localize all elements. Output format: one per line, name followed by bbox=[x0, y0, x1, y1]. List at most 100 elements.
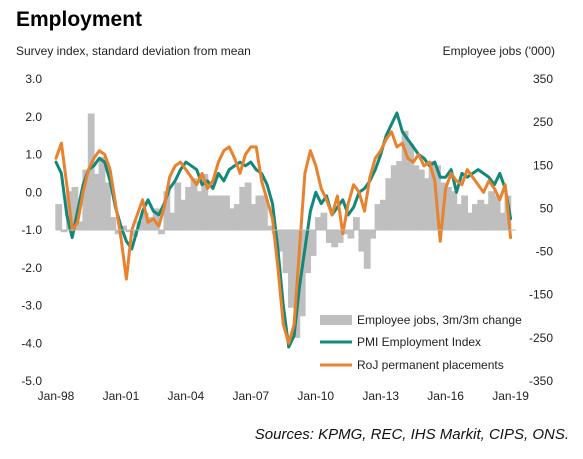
bar-employee-jobs bbox=[266, 225, 274, 230]
left-y-ticks: 3.0 2.0 1.0 0.0 -1.0 -2.0 -3.0 -4.0 -5.0 bbox=[21, 72, 42, 388]
bar-employee-jobs bbox=[55, 204, 63, 230]
bar-employee-jobs bbox=[228, 208, 236, 230]
bar-employee-jobs bbox=[315, 217, 322, 230]
bar-employee-jobs bbox=[120, 225, 127, 230]
y2-tick-label: -350 bbox=[529, 374, 553, 388]
bar-employee-jobs bbox=[412, 165, 420, 230]
bar-employee-jobs bbox=[104, 182, 111, 230]
bar-employee-jobs bbox=[114, 230, 122, 235]
legend-label: PMI Employment Index bbox=[357, 335, 481, 349]
legend-label: RoJ permanent placements bbox=[357, 358, 504, 372]
bar-employee-jobs bbox=[244, 182, 252, 230]
bar-employee-jobs bbox=[353, 217, 360, 230]
x-tick-label: Jan-07 bbox=[232, 389, 269, 403]
bar-employee-jobs bbox=[304, 230, 311, 274]
y2-tick-label: 350 bbox=[533, 72, 553, 86]
bar-employee-jobs bbox=[277, 230, 284, 252]
y-tick-label: -3.0 bbox=[21, 299, 42, 313]
bar-employee-jobs bbox=[374, 204, 382, 230]
bar-employee-jobs bbox=[369, 230, 376, 239]
y-tick-label: -2.0 bbox=[21, 261, 42, 275]
y-tick-label: 0.0 bbox=[25, 185, 42, 199]
bar-employee-jobs bbox=[380, 199, 387, 230]
bar-employee-jobs bbox=[385, 178, 393, 230]
x-tick-label: Jan-19 bbox=[492, 389, 529, 403]
chart-title: Employment bbox=[16, 8, 143, 31]
y2-tick-label: -250 bbox=[529, 331, 553, 345]
legend: Employee jobs, 3m/3m change PMI Employmen… bbox=[320, 313, 522, 372]
bar-employee-jobs bbox=[190, 178, 198, 230]
bar-employee-jobs bbox=[455, 204, 463, 230]
bar-employee-jobs bbox=[239, 186, 247, 230]
bar-employee-jobs bbox=[250, 204, 257, 230]
bar-employee-jobs bbox=[342, 230, 349, 235]
bar-employee-jobs bbox=[358, 230, 366, 252]
bar-employee-jobs bbox=[288, 230, 295, 308]
bar-employee-jobs bbox=[141, 212, 149, 230]
bar-employee-jobs bbox=[223, 195, 230, 230]
right-y-ticks: 350 250 150 50 -50 -150 -250 -350 bbox=[529, 72, 553, 388]
bar-employee-jobs bbox=[131, 230, 138, 237]
y2-tick-label: 150 bbox=[533, 158, 553, 172]
bar-employee-jobs bbox=[152, 208, 160, 230]
source-note: Sources: KPMG, REC, IHS Markit, CIPS, ON… bbox=[254, 426, 569, 443]
x-tick-label: Jan-13 bbox=[362, 389, 399, 403]
bar-employee-jobs bbox=[158, 230, 165, 235]
bar-employee-jobs bbox=[233, 204, 241, 230]
bar-employee-jobs bbox=[109, 217, 117, 230]
legend-label: Employee jobs, 3m/3m change bbox=[357, 313, 522, 327]
bar-employee-jobs bbox=[407, 143, 414, 230]
bar-employee-jobs bbox=[325, 230, 333, 243]
bar-employee-jobs bbox=[336, 230, 344, 243]
bar-employee-jobs bbox=[461, 195, 468, 230]
bar-employee-jobs bbox=[169, 212, 176, 230]
bar-employee-jobs bbox=[282, 230, 290, 274]
x-tick-label: Jan-10 bbox=[297, 389, 334, 403]
bar-employee-jobs bbox=[466, 212, 474, 230]
bar-employee-jobs bbox=[93, 173, 100, 230]
bar-employee-jobs bbox=[261, 195, 268, 230]
bar-employee-jobs bbox=[174, 182, 182, 230]
y2-tick-label: 250 bbox=[533, 115, 553, 129]
bar-employee-jobs bbox=[396, 161, 403, 230]
bar-employee-jobs bbox=[320, 212, 328, 230]
bar-employee-jobs bbox=[331, 230, 339, 248]
bar-employee-jobs bbox=[179, 199, 187, 230]
bar-employee-jobs bbox=[147, 217, 155, 230]
bar-employee-jobs bbox=[363, 230, 371, 269]
x-tick-label: Jan-16 bbox=[427, 389, 464, 403]
bar-employee-jobs bbox=[196, 191, 203, 230]
bar-employee-jobs bbox=[77, 221, 84, 230]
bar-employee-jobs bbox=[82, 169, 90, 230]
bar-employee-jobs bbox=[493, 195, 501, 230]
bar-employee-jobs bbox=[488, 191, 495, 230]
y2-tick-label: 50 bbox=[540, 201, 554, 215]
bar-employee-jobs bbox=[428, 161, 436, 230]
y-tick-label: -1.0 bbox=[21, 223, 42, 237]
bar-employee-jobs bbox=[499, 212, 506, 230]
bar-employee-jobs bbox=[217, 195, 225, 230]
y-tick-label: -4.0 bbox=[21, 336, 42, 350]
x-tick-label: Jan-01 bbox=[103, 389, 140, 403]
bar-employee-jobs bbox=[212, 195, 219, 230]
bar-employee-jobs bbox=[71, 186, 79, 230]
y2-tick-label: -150 bbox=[529, 288, 553, 302]
bar-employee-jobs bbox=[472, 204, 479, 230]
bar-employee-jobs bbox=[482, 204, 490, 230]
bar-employee-jobs bbox=[401, 130, 409, 230]
bar-employee-jobs bbox=[450, 191, 458, 230]
legend-swatch bbox=[320, 315, 352, 325]
line-pmi-employment-index bbox=[54, 111, 513, 349]
bar-employee-jobs bbox=[309, 230, 317, 256]
bar-employee-jobs bbox=[390, 165, 398, 230]
bar-employee-jobs bbox=[445, 186, 452, 230]
bar-employee-jobs bbox=[163, 191, 171, 230]
right-axis-label: Employee jobs ('000) bbox=[442, 44, 555, 58]
x-tick-label: Jan-04 bbox=[168, 389, 205, 403]
bar-employee-jobs bbox=[423, 178, 431, 230]
y-tick-label: 3.0 bbox=[25, 72, 42, 86]
bar-employee-jobs bbox=[201, 173, 209, 230]
bar-employee-jobs bbox=[98, 156, 106, 230]
y-tick-label: 1.0 bbox=[25, 148, 42, 162]
